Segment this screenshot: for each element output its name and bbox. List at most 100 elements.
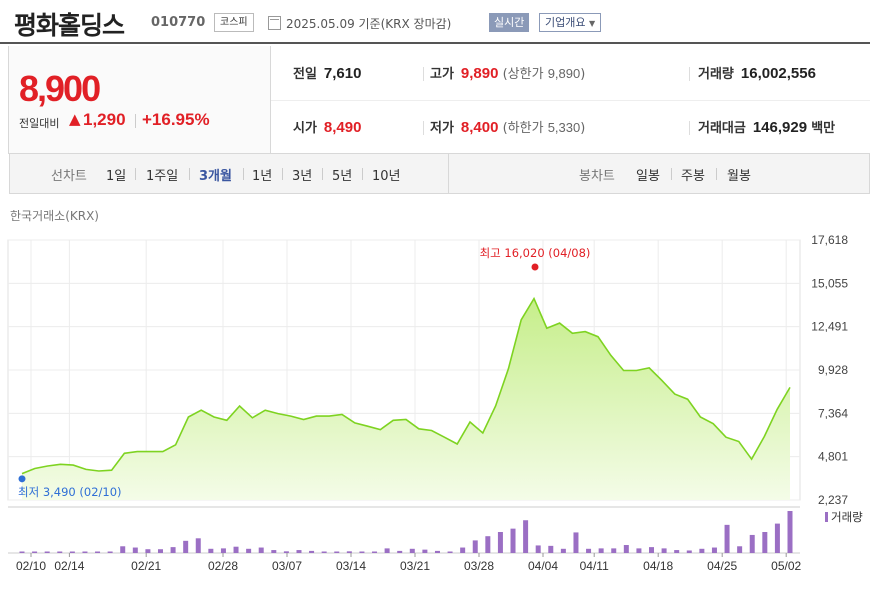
divider xyxy=(282,168,283,180)
volume-bar xyxy=(485,536,491,553)
volume-bar xyxy=(762,532,768,553)
volume-bar xyxy=(611,548,617,553)
price-stats: 전일 7,610 고가 9,890 (상한가 9,890) 거래량 16,002,55… xyxy=(271,46,870,154)
volume-bar xyxy=(19,551,25,553)
stat-label: 저가 xyxy=(430,121,454,136)
stat-open: 시가 8,490 xyxy=(293,117,361,136)
y-tick-label: 17,618 xyxy=(811,233,848,247)
x-tick-label: 02/21 xyxy=(131,559,161,573)
x-tick-label: 02/14 xyxy=(54,559,84,573)
stat-label: 거래대금 xyxy=(698,121,746,136)
title-bar: 평화홀딩스 010770 코스피 2025.05.09 기준(KRX 장마감) … xyxy=(0,0,870,44)
volume-bar xyxy=(283,551,289,553)
amount-unit: 백만 xyxy=(811,121,836,136)
volume-bar xyxy=(321,551,327,553)
divider xyxy=(135,114,136,128)
x-tick-label: 04/04 xyxy=(528,559,558,573)
volume-bar xyxy=(434,550,440,553)
company-overview-button[interactable]: 기업개요 ▼ xyxy=(539,13,602,32)
period-tabs: 선차트 1일 1주일 3개월 1년 3년 5년 10년 봉차트 일봉 주봉 월봉 xyxy=(9,154,870,194)
volume-bar xyxy=(57,551,63,553)
volume-bar xyxy=(183,540,189,553)
volume-bar xyxy=(397,550,403,553)
tab-3m[interactable]: 3개월 xyxy=(199,169,232,184)
volume-bar xyxy=(296,550,302,553)
y-tick-label: 12,491 xyxy=(811,320,848,334)
stat-label: 시가 xyxy=(293,121,317,136)
volume-bar xyxy=(195,538,201,553)
y-tick-label: 9,928 xyxy=(818,363,848,377)
up-arrow-icon: ▲ xyxy=(69,110,81,128)
upper-limit: (상한가 9,890) xyxy=(503,66,586,82)
low-marker xyxy=(18,475,26,483)
x-tick-label: 04/25 xyxy=(707,559,737,573)
x-tick-label: 02/10 xyxy=(16,559,46,573)
divider xyxy=(271,100,870,101)
tab-1d[interactable]: 1일 xyxy=(106,169,127,184)
volume-bar xyxy=(233,546,239,553)
stat-low: 저가 8,400 (하한가 5,330) xyxy=(430,117,585,136)
volume-bar xyxy=(82,551,88,553)
tab-5y[interactable]: 5년 xyxy=(332,169,353,184)
volume-bar xyxy=(409,548,415,553)
price-change: 1,290 xyxy=(83,110,126,129)
company-overview-label: 기업개요 xyxy=(545,16,586,29)
stat-amount: 거래대금 146,929 백만 xyxy=(698,117,835,136)
volume-bar xyxy=(120,546,126,553)
stat-volume: 거래량 16,002,556 xyxy=(698,63,816,82)
price-summary: 8,900 전일대비 ▲ 1,290 +16.95% xyxy=(8,46,271,154)
price-area xyxy=(22,298,790,500)
volume-bar xyxy=(220,548,226,553)
volume-bar xyxy=(535,545,541,553)
volume-bar xyxy=(32,551,38,553)
divider xyxy=(448,154,449,193)
lower-limit-close: ) xyxy=(580,121,586,136)
volume-bar xyxy=(422,549,428,553)
volume-bar xyxy=(472,540,478,553)
volume-bar xyxy=(573,532,579,553)
volume-bar xyxy=(749,534,755,553)
lower-limit-label: (하한가 xyxy=(502,121,544,136)
volume-bar xyxy=(560,548,566,553)
volume-bar xyxy=(309,550,315,553)
divider xyxy=(322,168,323,180)
x-tick-label: 04/18 xyxy=(643,559,673,573)
annotations: 최고 16,020 (04/08) 최저 3,490 (02/10) xyxy=(18,246,590,499)
volume-bar xyxy=(170,547,176,553)
high-marker xyxy=(531,263,539,271)
price-chart: 17,618 15,055 12,491 9,928 7,364 4,801 2,237 최… xyxy=(7,233,863,573)
x-tick-label: 05/02 xyxy=(771,559,801,573)
stat-value: 7,610 xyxy=(323,65,362,82)
x-tick-label: 02/28 xyxy=(208,559,238,573)
volume-bar xyxy=(460,547,466,553)
volume-bar xyxy=(497,532,503,553)
tab-1y[interactable]: 1년 xyxy=(252,169,273,184)
x-tick-label: 03/28 xyxy=(464,559,494,573)
divider xyxy=(423,67,424,81)
volume-bar xyxy=(686,550,692,553)
x-axis: 02/10 02/14 02/21 02/28 03/07 03/14 03/21 03/28… xyxy=(16,553,802,573)
tab-daily[interactable]: 일봉 xyxy=(636,169,660,184)
tab-1w[interactable]: 1주일 xyxy=(146,169,179,184)
volume-bar xyxy=(334,551,340,553)
volume-bar xyxy=(107,551,113,553)
volume-chart: 거래량 xyxy=(8,506,863,554)
volume-bar xyxy=(44,551,50,553)
lower-limit-value: 5,330 xyxy=(547,120,581,135)
volume-bar xyxy=(510,528,516,553)
y-tick-label: 7,364 xyxy=(818,406,848,420)
volume-bar xyxy=(787,511,793,553)
volume-bar xyxy=(359,551,365,553)
volume-legend-label: 거래량 xyxy=(831,510,863,524)
y-tick-label: 2,237 xyxy=(818,493,848,507)
tab-10y[interactable]: 10년 xyxy=(372,169,401,184)
divider xyxy=(189,168,190,180)
price-line xyxy=(21,296,791,475)
realtime-button[interactable]: 실시간 xyxy=(489,13,530,32)
tab-3y[interactable]: 3년 xyxy=(292,169,313,184)
y-tick-label: 4,801 xyxy=(818,450,848,464)
y-tick-label: 15,055 xyxy=(811,276,848,290)
tab-weekly[interactable]: 주봉 xyxy=(681,169,705,184)
tab-monthly[interactable]: 월봉 xyxy=(727,169,751,184)
stock-code: 010770 xyxy=(151,15,206,30)
